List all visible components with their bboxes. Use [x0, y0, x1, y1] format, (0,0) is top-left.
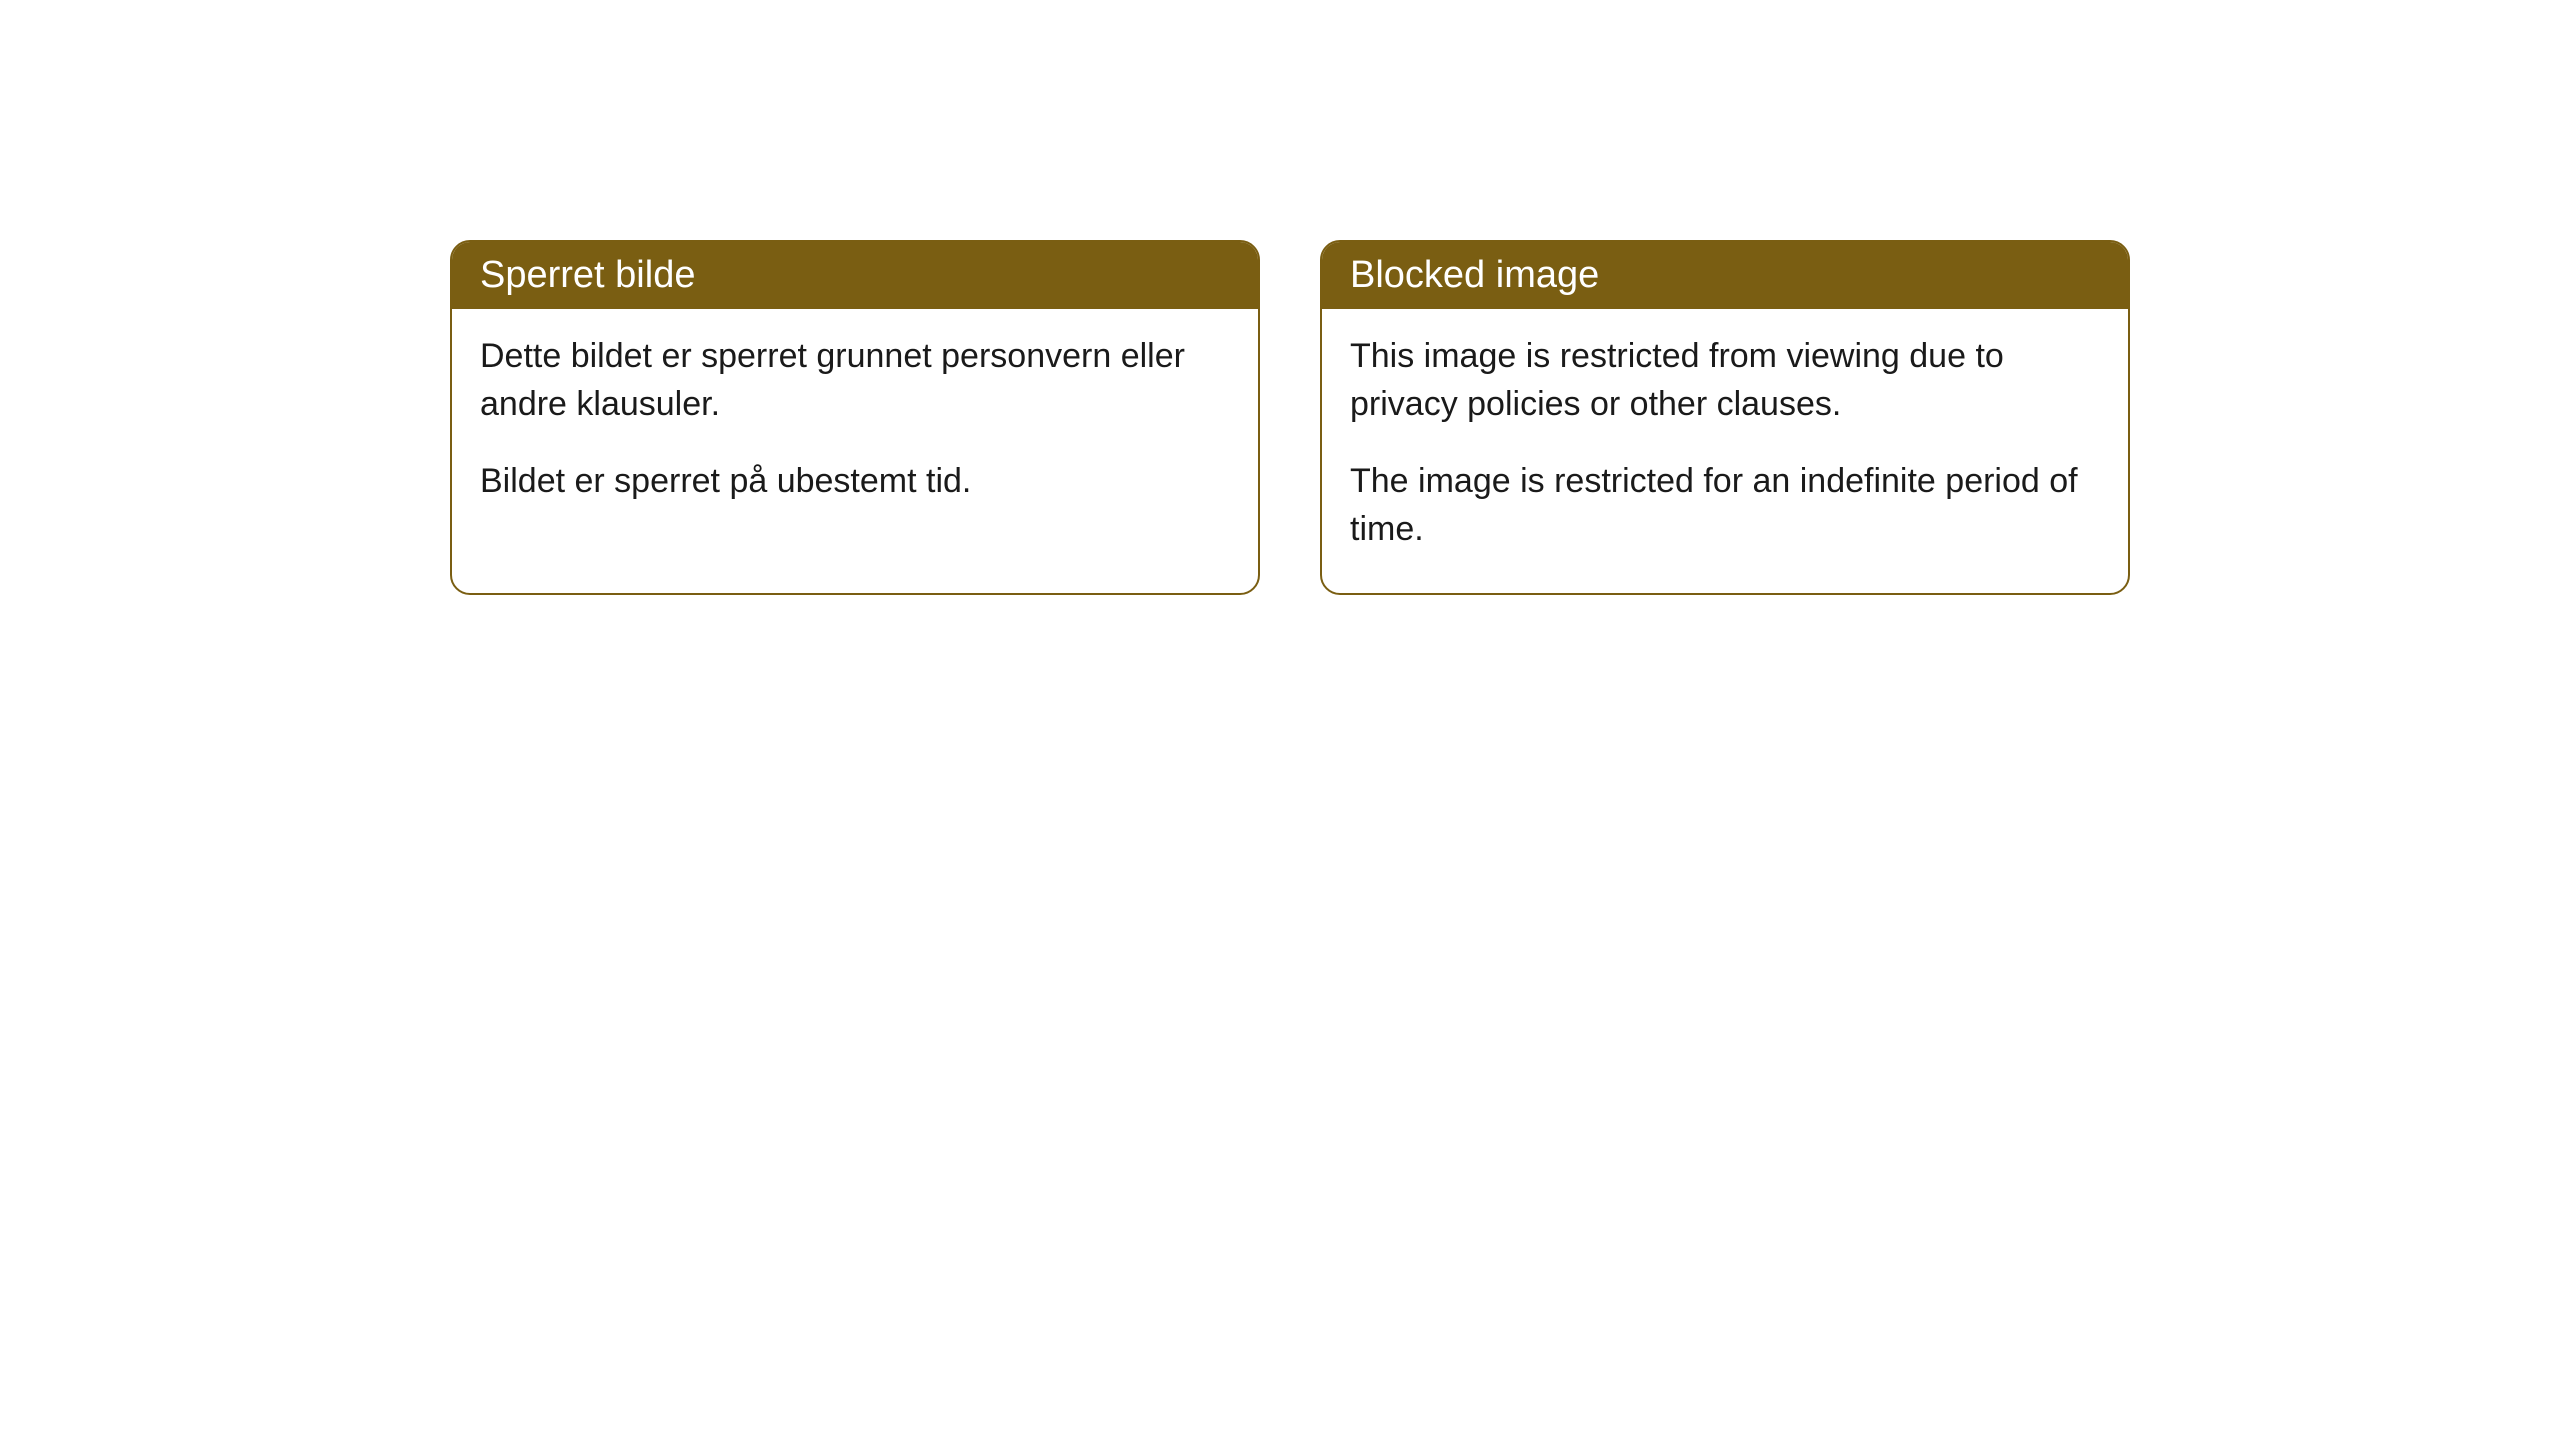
- card-body-english: This image is restricted from viewing du…: [1322, 309, 2128, 593]
- card-paragraph-2: The image is restricted for an indefinit…: [1350, 458, 2100, 553]
- blocked-image-card-norwegian: Sperret bilde Dette bildet er sperret gr…: [450, 240, 1260, 595]
- card-paragraph-1: This image is restricted from viewing du…: [1350, 333, 2100, 428]
- card-body-norwegian: Dette bildet er sperret grunnet personve…: [452, 309, 1258, 546]
- blocked-image-card-english: Blocked image This image is restricted f…: [1320, 240, 2130, 595]
- card-title: Sperret bilde: [480, 254, 695, 296]
- card-header-english: Blocked image: [1322, 242, 2128, 309]
- notification-container: Sperret bilde Dette bildet er sperret gr…: [0, 0, 2560, 595]
- card-paragraph-2: Bildet er sperret på ubestemt tid.: [480, 458, 1230, 506]
- card-title: Blocked image: [1350, 254, 1599, 296]
- card-header-norwegian: Sperret bilde: [452, 242, 1258, 309]
- card-paragraph-1: Dette bildet er sperret grunnet personve…: [480, 333, 1230, 428]
